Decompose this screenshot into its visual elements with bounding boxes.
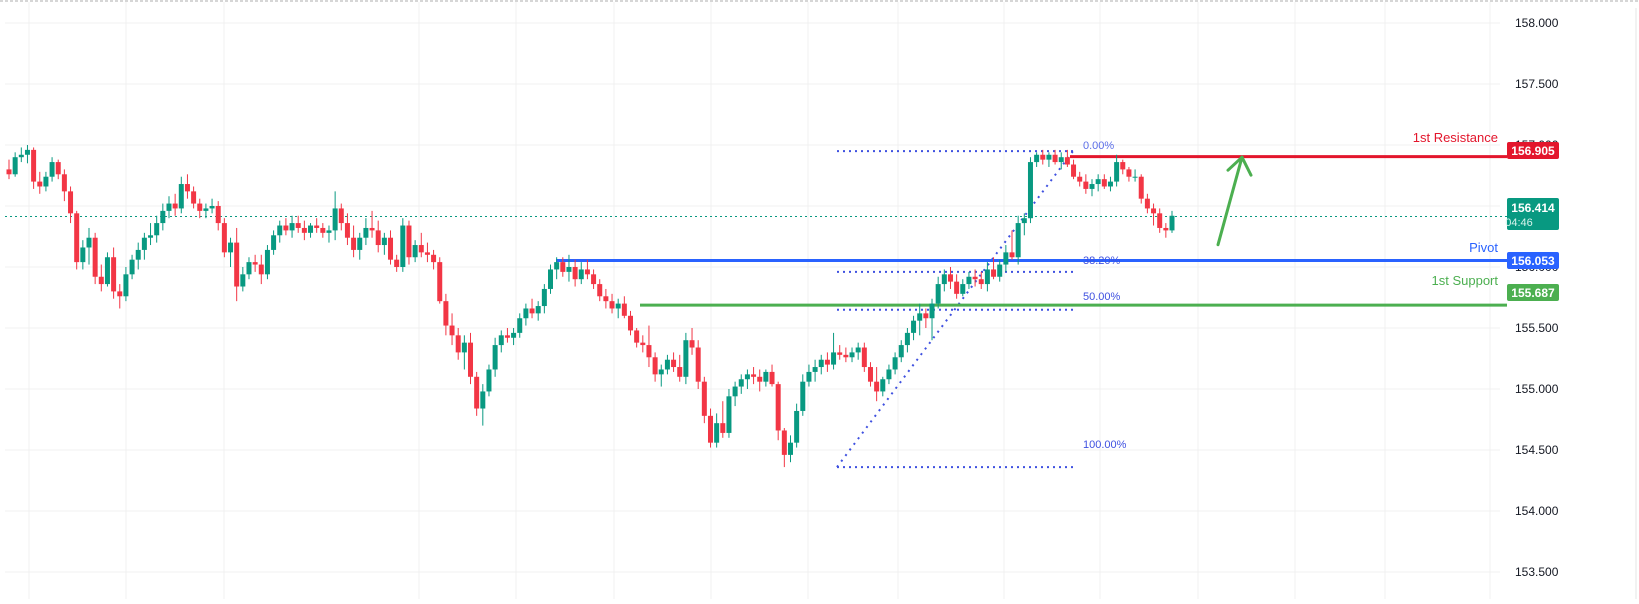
fib-100-label: 100.00%: [1083, 439, 1127, 451]
current-price-value: 156.414: [1511, 201, 1555, 215]
support-badge: [1507, 284, 1559, 301]
price-axis-tick: 154.000: [1515, 504, 1559, 518]
fib-0-label: 0.00%: [1083, 140, 1114, 152]
support-badge-value: 155.687: [1511, 286, 1555, 300]
pivot-badge-value: 156.053: [1511, 254, 1555, 268]
fibonacci-retracement[interactable]: [836, 150, 1074, 469]
bar-countdown: 04:46: [1505, 217, 1533, 229]
fib-50-label: 50.00%: [1083, 291, 1121, 303]
grid-lines: [5, 2, 1500, 599]
price-axis[interactable]: 158.000157.500157.000156.500156.000155.5…: [1515, 8, 1637, 599]
support-label: 1st Support: [1432, 273, 1499, 288]
candlestick-series: [6, 145, 1175, 468]
price-axis-tick: 155.000: [1515, 382, 1559, 396]
projection-arrow[interactable]: [1216, 155, 1253, 247]
level-text-labels: 1st Resistance Pivot 1st Support 0.00% 3…: [1083, 130, 1498, 451]
resistance-badge-value: 156.905: [1511, 144, 1555, 158]
price-badges: 156.905 156.414 04:46 156.053 155.687: [1505, 142, 1559, 301]
pivot-label: Pivot: [1469, 240, 1498, 255]
price-axis-tick: 155.500: [1515, 321, 1559, 335]
resistance-badge: [1507, 142, 1559, 159]
fib-38-label: 38.20%: [1083, 255, 1121, 267]
price-axis-tick: 157.500: [1515, 77, 1559, 91]
price-axis-tick: 158.000: [1515, 16, 1559, 30]
top-border: [0, 0, 1639, 2]
resistance-label: 1st Resistance: [1413, 130, 1498, 145]
current-price-badge: [1507, 198, 1559, 230]
price-axis-tick: 154.500: [1515, 443, 1559, 457]
price-axis-tick: 153.500: [1515, 565, 1559, 579]
pivot-badge: [1507, 252, 1559, 269]
horizontal-levels[interactable]: [556, 155, 1507, 307]
